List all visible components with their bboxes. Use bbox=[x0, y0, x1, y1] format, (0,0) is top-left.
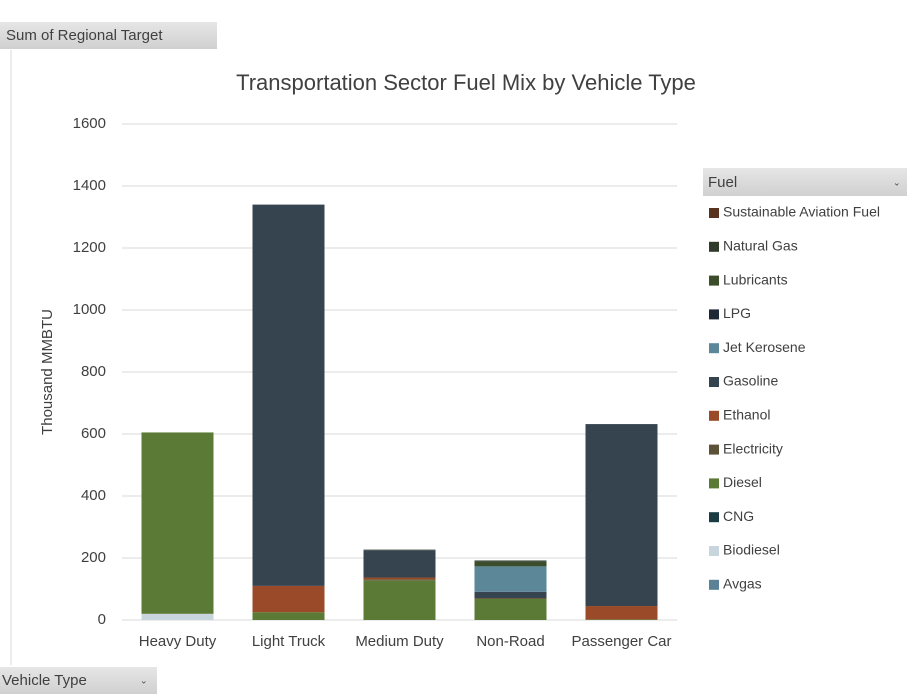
legend-label: Electricity bbox=[723, 440, 783, 456]
legend-label: Diesel bbox=[723, 474, 762, 490]
y-tick-label: 400 bbox=[81, 487, 106, 504]
legend-label: Ethanol bbox=[723, 407, 770, 423]
x-tick-label: Passenger Car bbox=[571, 633, 671, 650]
bar-segment bbox=[474, 591, 547, 598]
y-tick-label: 1400 bbox=[73, 177, 106, 194]
bar-segment bbox=[585, 606, 658, 620]
x-tick-label: Light Truck bbox=[252, 633, 326, 650]
value-field-label[interactable]: Sum of Regional Target bbox=[6, 27, 163, 44]
legend-label: Jet Kerosene bbox=[723, 339, 806, 355]
y-tick-label: 800 bbox=[81, 363, 106, 380]
y-tick-label: 1000 bbox=[73, 301, 106, 318]
y-tick-label: 1600 bbox=[73, 115, 106, 132]
legend-label: Biodiesel bbox=[723, 542, 780, 558]
legend-swatch bbox=[709, 478, 719, 489]
legend-swatch bbox=[709, 444, 719, 455]
x-tick-label: Heavy Duty bbox=[139, 633, 217, 650]
y-tick-label: 0 bbox=[98, 611, 106, 628]
bar-segment bbox=[474, 561, 547, 567]
x-tick-label: Non-Road bbox=[476, 633, 544, 650]
legend-swatch bbox=[709, 410, 719, 421]
bar-segment bbox=[585, 619, 658, 620]
legend-swatch bbox=[709, 208, 719, 218]
legend-swatch bbox=[709, 343, 719, 354]
y-axis-label: Thousand MMBTU bbox=[39, 309, 56, 435]
legend-swatch bbox=[709, 309, 719, 320]
bar-segment bbox=[363, 580, 436, 620]
axis-field-label[interactable]: Vehicle Type bbox=[2, 672, 87, 689]
x-tick-label: Medium Duty bbox=[355, 633, 444, 650]
legend-swatch bbox=[709, 241, 719, 252]
bar-segment bbox=[141, 613, 214, 620]
y-tick-label: 1200 bbox=[73, 239, 106, 256]
bar-segment bbox=[252, 585, 325, 613]
bar-segment bbox=[363, 579, 436, 581]
legend-field-button[interactable] bbox=[703, 168, 907, 196]
bar-segment bbox=[474, 597, 547, 599]
axis-field-button[interactable] bbox=[0, 667, 157, 694]
bar-segment bbox=[363, 577, 436, 580]
legend-label: Avgas bbox=[723, 576, 762, 592]
legend-label: Gasoline bbox=[723, 373, 778, 389]
bar-segment bbox=[141, 432, 214, 614]
chart-title: Transportation Sector Fuel Mix by Vehicl… bbox=[236, 70, 696, 95]
bar-segment bbox=[252, 204, 325, 586]
bar-segment bbox=[474, 560, 547, 562]
bar-segment bbox=[363, 550, 436, 578]
y-tick-label: 600 bbox=[81, 425, 106, 442]
legend-swatch bbox=[709, 275, 719, 286]
legend-label: Natural Gas bbox=[723, 238, 798, 254]
legend-title[interactable]: Fuel bbox=[708, 174, 737, 191]
legend-swatch bbox=[709, 546, 719, 556]
legend-label: LPG bbox=[723, 305, 751, 321]
legend-label: Sustainable Aviation Fuel bbox=[723, 204, 880, 220]
bar-segment bbox=[474, 598, 547, 620]
bar-segment bbox=[252, 612, 325, 620]
value-field-button[interactable] bbox=[0, 22, 217, 49]
legend-swatch bbox=[709, 512, 719, 523]
legend-label: CNG bbox=[723, 508, 754, 524]
bar-segment bbox=[363, 549, 436, 551]
legend-label: Lubricants bbox=[723, 271, 788, 287]
y-tick-label: 200 bbox=[81, 549, 106, 566]
legend-swatch bbox=[709, 377, 719, 387]
bar-segment bbox=[474, 566, 547, 592]
legend-swatch bbox=[709, 579, 719, 590]
bar-segment bbox=[585, 424, 658, 607]
filter-icon[interactable]: ⌄ bbox=[893, 177, 901, 187]
filter-icon[interactable]: ⌄ bbox=[140, 675, 148, 685]
